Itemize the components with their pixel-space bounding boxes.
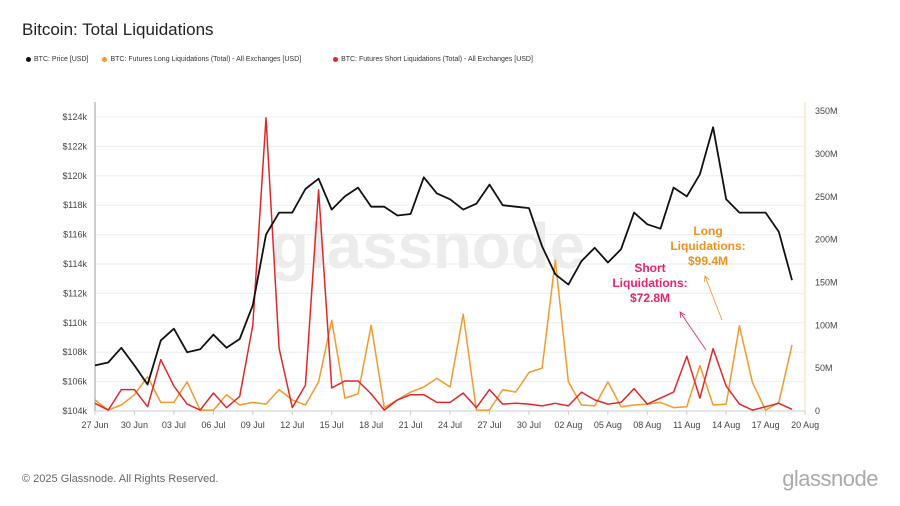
y-right-tick-label: 0: [815, 406, 820, 416]
annotation-arrow: [704, 275, 723, 321]
legend-dot-icon: [333, 57, 339, 62]
x-tick-label: 15 Jul: [320, 420, 344, 430]
chart-title: Bitcoin: Total Liquidations: [22, 20, 214, 39]
x-tick-label: 05 Aug: [594, 420, 622, 430]
y-left-tick-label: $110k: [63, 318, 87, 328]
legend: BTC: Price [USD] BTC: Futures Long Liqui…: [26, 56, 533, 63]
x-tick-label: 11 Aug: [673, 420, 700, 430]
legend-item-long[interactable]: BTC: Futures Long Liquidations (Total) -…: [102, 56, 301, 63]
short-liquidations-line: [94, 117, 793, 411]
x-tick-label: 30 Jul: [517, 420, 541, 430]
price-line: [94, 126, 793, 386]
y-right-tick-label: 250M: [815, 192, 838, 202]
annotation-label: Long: [693, 224, 722, 238]
y-left-tick-label: $108k: [62, 347, 87, 357]
y-left-tick-label: $122k: [62, 141, 87, 151]
y-right-tick-label: 50M: [815, 363, 833, 373]
x-tick-label: 27 Jul: [477, 420, 501, 430]
y-right-tick-label: 300M: [815, 149, 838, 159]
y-left-tick-label: $118k: [63, 200, 87, 210]
annotation-label: $72.8M: [630, 291, 670, 305]
x-tick-label: 12 Jul: [280, 420, 304, 430]
y-left-tick-label: $104k: [62, 406, 87, 416]
y-left-tick-label: $116k: [63, 230, 87, 240]
y-left-tick-label: $112k: [63, 288, 87, 298]
y-left-tick-label: $120k: [62, 171, 87, 181]
x-tick-label: 14 Aug: [712, 420, 740, 430]
y-left-tick-label: $124k: [62, 112, 87, 122]
y-right-tick-label: 200M: [815, 235, 838, 245]
legend-item-price[interactable]: BTC: Price [USD]: [26, 56, 88, 63]
x-tick-label: 21 Jul: [399, 420, 423, 430]
x-tick-label: 08 Aug: [633, 420, 661, 430]
y-right-tick-label: 350M: [815, 106, 838, 116]
x-tick-label: 06 Jul: [201, 420, 225, 430]
y-right-tick-label: 150M: [815, 277, 838, 287]
annotation-label: Liquidations:: [670, 239, 745, 253]
x-tick-label: 09 Jul: [241, 420, 265, 430]
annotation-arrow: [679, 311, 707, 351]
legend-item-short[interactable]: BTC: Futures Short Liquidations (Total) …: [333, 56, 533, 63]
annotation-label: Short: [634, 261, 665, 275]
x-tick-label: 20 Aug: [791, 420, 819, 430]
arrowhead-icon: [679, 311, 686, 318]
y-right-tick-label: 100M: [815, 320, 838, 330]
y-left-tick-label: $114k: [63, 259, 87, 269]
long-liquidations-line: [94, 259, 793, 411]
glassnode-logo: glassnode: [782, 466, 878, 491]
legend-label: BTC: Price [USD]: [34, 56, 89, 63]
x-tick-label: 17 Aug: [752, 420, 780, 430]
annotation-label: Liquidations:: [612, 276, 687, 290]
x-tick-label: 03 Jul: [162, 420, 186, 430]
legend-dot-icon: [102, 57, 108, 62]
x-tick-label: 02 Aug: [554, 420, 582, 430]
legend-dot-icon: [26, 57, 31, 62]
x-tick-label: 27 Jun: [81, 420, 108, 430]
x-tick-label: 18 Jul: [359, 420, 383, 430]
x-tick-label: 30 Jun: [121, 420, 148, 430]
legend-label: BTC: Futures Long Liquidations (Total) -…: [110, 56, 302, 63]
arrowhead-icon: [704, 275, 710, 283]
annotation-label: $99.4M: [688, 254, 728, 268]
y-left-tick-label: $106k: [62, 377, 87, 387]
copyright: © 2025 Glassnode. All Rights Reserved.: [22, 473, 219, 485]
legend-label: BTC: Futures Short Liquidations (Total) …: [341, 56, 533, 63]
x-tick-label: 24 Jul: [438, 420, 462, 430]
